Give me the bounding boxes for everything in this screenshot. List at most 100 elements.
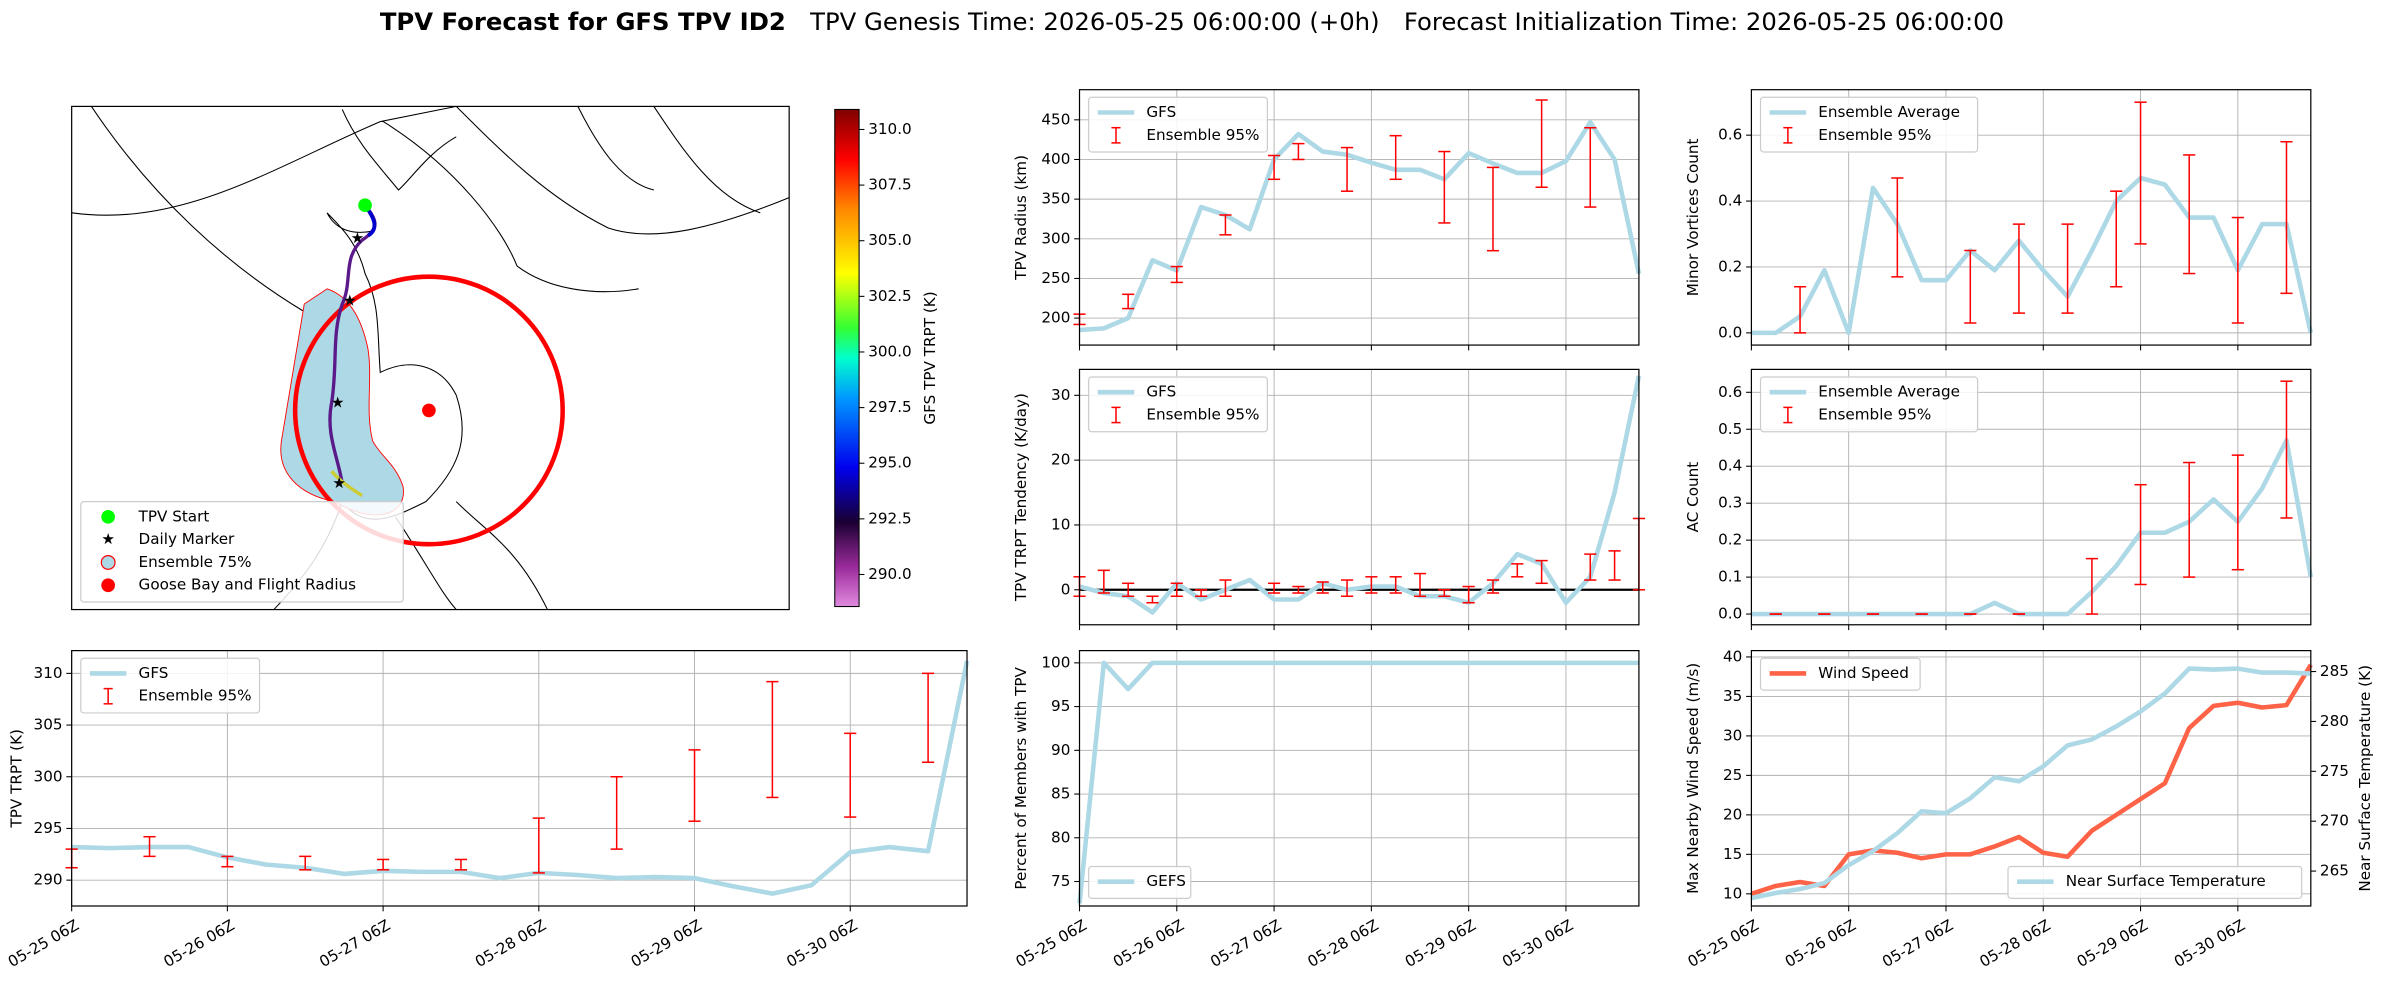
series-line [1751,438,2314,617]
legend: GFS Ensemble 95% [1088,376,1269,433]
errorbar [766,680,779,799]
errorbar [299,855,312,871]
legend-label: Ensemble 95% [139,687,252,705]
legend-label: Ensemble 95% [1146,405,1259,423]
y-tick-label: 295 [34,819,63,837]
y-tick-label: 30 [1723,726,1742,744]
errorbar [1146,595,1159,604]
errorbar [2134,483,2147,586]
legend-label: GFS [1146,383,1176,401]
errorbar [1608,550,1621,581]
errorbar [844,732,857,818]
y-axis-label: AC Count [1684,462,1702,533]
errorbar [2085,557,2098,615]
y-tick-label: 35 [1723,687,1742,705]
errorbar [1486,579,1500,594]
legend-box [1088,376,1269,433]
x-tick-label: 05-26 06Z [1782,916,1859,971]
x-tick-label: 05-25 06Z [1685,916,1762,971]
panel: 200 250 300 350 400 450 TPV Radius (km) [1012,89,1642,351]
x-tick-label: 05-28 06Z [1305,916,1382,971]
y2-tick-label: 265 [2320,862,2349,880]
y-tick-label: 0 [1061,580,1071,598]
errorbar [221,855,234,868]
errorbar [2280,140,2293,295]
colorbar-tick-label: 305.0 [868,231,911,249]
title: TPV Forecast for GFS TPV ID2 [380,7,786,36]
errorbar [1793,285,1807,334]
errorbar [2134,101,2147,245]
y-tick-label: 100 [1041,653,1070,671]
panel: 0.0 0.2 0.4 0.6 Minor Vortices Count [1684,89,2314,351]
errorbar [2183,154,2196,275]
errorbar [1462,585,1475,604]
errorbar [1170,265,1183,284]
errorbar [1292,585,1305,594]
colorbar-tick-label: 307.5 [868,176,911,194]
errorbar [532,817,545,874]
errorbar [1438,150,1451,224]
x-tick-label: 05-30 06Z [783,916,860,971]
x-tick-label: 05-29 06Z [2074,916,2151,971]
legend: Wind Speed [1759,657,1921,691]
init-time: Forecast Initialization Time: 2026-05-25… [1404,7,2004,36]
errorbar [1316,581,1329,594]
legend-label: GFS [139,664,169,682]
errorbar [2183,461,2196,578]
panel: 0 10 20 30 TPV TRPT Tendency (K/day) [1012,368,1645,631]
errorbar [922,672,935,764]
y-tick-label: 0.5 [1718,420,1742,438]
y-tick-label: 0.2 [1718,531,1742,549]
panel: 05-25 06Z 05-26 06Z 05-27 06Z 05-28 06Z 05-2… [1012,650,1640,971]
y-tick-label: 75 [1051,872,1070,890]
errorbar [1268,154,1281,181]
x-tick-label: 05-29 06Z [628,916,705,971]
plot-frame [1750,650,2312,907]
x-tick-label: 05-29 06Z [1402,916,1479,971]
errorbar [143,835,156,858]
legend-label: Goose Bay and Flight Radius [139,576,357,594]
legend: Ensemble Average Ensemble 95% [1759,96,1979,153]
legend-label: Ensemble Average [1818,103,1960,121]
legend: Ensemble Average Ensemble 95% [1759,376,1979,433]
y2-tick-label: 275 [2320,762,2349,780]
series-line [1078,375,1642,615]
errorbar [1389,576,1402,594]
legend-marker [101,578,115,593]
x-tick-label: 05-30 06Z [2171,916,2248,971]
svg-text:★: ★ [351,229,365,247]
errorbar [454,858,468,871]
plot-frame [71,650,968,907]
y-axis-label: TPV TRPT (K) [7,729,25,829]
y-tick-label: 0.4 [1718,457,1742,475]
legend: GFS Ensemble 95% [80,657,261,714]
errorbar [2231,216,2244,324]
y2-tick-label: 270 [2320,812,2349,830]
errorbar [1340,146,1354,192]
legend-label: Ensemble 95% [1818,126,1931,144]
y-tick-label: 25 [1723,766,1742,784]
panel: 05-25 06Z 05-26 06Z 05-27 06Z 05-28 06Z 05-2… [1684,647,2374,971]
y-axis-label: TPV TRPT Tendency (K/day) [1012,393,1030,602]
x-tick-label: 05-25 06Z [1013,916,1090,971]
series-line [1751,175,2314,336]
legend-label: Daily Marker [139,530,236,548]
y-axis-label: Percent of Members with TPV [1012,666,1030,889]
errorbar [1195,589,1208,598]
y-tick-label: 40 [1723,647,1742,665]
y-tick-label: 300 [1041,229,1070,247]
legend: GFS Ensemble 95% [1088,96,1269,153]
y-tick-label: 250 [1041,269,1070,287]
legend-label: Wind Speed [1818,664,1909,682]
legend-label: GFS [1146,103,1176,121]
legend: Near Surface Temperature [2007,865,2303,900]
y-tick-label: 310 [34,664,63,682]
y-tick-label: 200 [1041,309,1070,327]
legend-marker: ★ [101,530,115,548]
errorbar [1413,572,1427,598]
colorbar-tick-label: 300.0 [868,342,911,360]
errorbar [1365,576,1378,594]
svg-text:★: ★ [331,393,345,411]
errorbar [1340,579,1354,598]
